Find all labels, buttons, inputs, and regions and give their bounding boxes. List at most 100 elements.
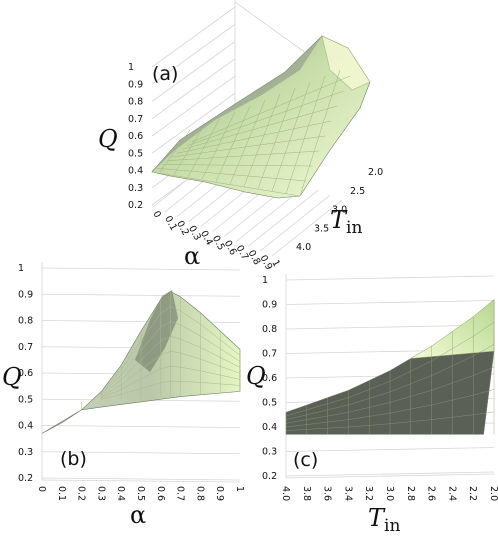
panel-c-mesh-line <box>285 366 495 424</box>
panel-c-z-gridline <box>285 275 495 281</box>
panel-c-bottom-edge <box>285 473 495 479</box>
panel-b-label: (b) <box>60 448 87 470</box>
panel-c-mesh-line <box>285 411 495 431</box>
panel-a-z-tick: 0.5 <box>128 148 143 159</box>
panel-a-z-tick: 0.6 <box>128 131 143 142</box>
panel-b-q-label: Q <box>2 363 22 391</box>
panel-a-mesh-line <box>156 168 307 182</box>
panel-a-z-tick: 0.7 <box>128 114 143 125</box>
panel-b-z-tick: 0.2 <box>18 473 33 484</box>
panel-b-alpha-tick: 0.3 <box>95 486 106 501</box>
panel-c-z-tick: 0.3 <box>262 447 277 458</box>
panel-a-mesh-line <box>191 75 351 143</box>
panel-c-mesh-line <box>285 344 495 420</box>
panel-a-t-ticks: 2.02.53.03.54.0 <box>296 167 383 253</box>
panel-b-z-ticks: 0.2 0.3 0.4 0.5 0.6 0.7 0.8 0.9 1 <box>18 263 33 484</box>
panel-a-t-tick: 3.0 <box>332 205 347 216</box>
panel-c-z-tick: 0.6 <box>262 373 277 384</box>
panel-c-t-main: T <box>368 504 386 532</box>
panel-a-q-label: Q <box>98 125 118 153</box>
panel-b-z-tick: 0.6 <box>18 368 33 379</box>
panel-a-t-tick: 2.0 <box>368 167 383 178</box>
panel-b-alpha-ticks: 0 0.1 0.2 0.3 0.4 0.5 0.6 0.7 0.8 0.9 1 <box>36 486 245 501</box>
panel-c-z-tick: 0.5 <box>262 398 277 409</box>
panel-a-mesh-line <box>151 171 301 197</box>
panel-b-z-gridline <box>41 451 241 455</box>
panel-a-mesh-line <box>271 81 311 192</box>
panel-b-mesh-line <box>101 336 241 396</box>
panel-a-t-sub: in <box>346 218 362 238</box>
panel-a-z-tick: 0.2 <box>128 200 143 211</box>
panel-a-dark-ridge <box>152 36 322 172</box>
panel-c-t-tick: 3.4 <box>342 486 353 501</box>
panel-a-mesh-line <box>215 105 251 182</box>
panel-b-mesh-line <box>101 351 241 397</box>
panel-b-z-tick: 0.7 <box>18 342 33 353</box>
panel-c-t-tick: 2.2 <box>467 486 478 501</box>
panel-b-z-tick: 0.9 <box>18 289 33 300</box>
panel-c-mesh-line <box>285 389 495 428</box>
panel-b-mesh-line <box>101 321 241 395</box>
panel-b-alpha-tick: 0.5 <box>135 486 146 501</box>
panel-c-t-tick: 3.8 <box>301 486 312 501</box>
panel-a-alpha-ticks: 0 0.10.20.30.40.50.60.70.80.91 <box>150 209 282 272</box>
panel-b-alpha-label: α <box>130 501 146 529</box>
panel-b-alpha-tick: 0.7 <box>175 486 186 501</box>
panel-a-t-tick: 2.5 <box>350 186 365 197</box>
panel-a-alpha-gridline <box>271 199 343 257</box>
panel-c-z-gridline <box>285 447 495 452</box>
panel-a-z-gridline <box>151 6 236 68</box>
panel-c-z-tick: 1 <box>262 275 268 286</box>
panel-a-z-gridline <box>151 23 236 85</box>
panel-c-z-gridline <box>285 471 495 477</box>
panel-c-t-tick: 3.2 <box>363 486 374 501</box>
panel-a-mesh-line <box>176 120 332 154</box>
panel-a-mesh <box>151 69 351 197</box>
panel-b-z-gridline <box>41 425 241 428</box>
panel-c-z-gridline <box>285 300 495 305</box>
panel-a-t-tick: 3.5 <box>314 223 329 234</box>
panel-a-z-gridline <box>151 92 236 154</box>
panel-b-mesh-line <box>101 380 241 400</box>
panel-b-z-tick: 0.8 <box>18 316 33 327</box>
panel-a-z-gridline <box>151 41 236 102</box>
panel-a-mesh-line <box>159 129 191 173</box>
panel-a-z-tick: 0.3 <box>128 183 143 194</box>
panel-c-t-tick: 4.0 <box>280 486 291 501</box>
panel-c-z-tick: 0.7 <box>262 349 277 360</box>
panel-b-mesh-line <box>101 306 241 393</box>
panel-b: 0.20.30.40.50.60.70.80.91 0 0.1 0.2 0.3 0.4 0… <box>2 262 245 529</box>
panel-a-t-main: T <box>330 206 348 234</box>
panel-c-mesh-line <box>285 321 495 417</box>
panel-c-z-tick: 0.8 <box>262 324 277 335</box>
panel-b-z-gridline <box>41 267 241 271</box>
panel-b-alpha-tick: 0.9 <box>214 486 225 501</box>
panel-a-alpha-gridline <box>247 189 319 247</box>
panel-c-mesh <box>285 299 495 435</box>
panel-b-alpha-tick: 1 <box>234 486 245 492</box>
panel-c-label: (c) <box>293 449 318 471</box>
panel-b-z-tick: 0.4 <box>18 421 33 432</box>
panel-b-bottom-edge <box>41 479 241 483</box>
panel-b-z-gridline <box>41 293 241 297</box>
panel-c-t-tick: 2.0 <box>488 486 498 501</box>
panel-a-mesh-line <box>285 75 326 194</box>
panel-a-mesh-line <box>257 87 296 189</box>
panel-a-z-gridline <box>151 75 236 137</box>
panel-c-z-gridline <box>285 324 495 330</box>
panel-a-mesh-line <box>171 135 326 158</box>
panel-c-t-ticks: 4.0 3.8 3.6 3.4 3.2 3.0 2.8 2.6 2.4 2.2 2.0 <box>280 486 498 501</box>
panel-a-t-label: Tin <box>330 206 362 238</box>
panel-a-mesh-line <box>186 90 344 146</box>
panel-b-alpha-tick: 0.8 <box>194 486 205 501</box>
panel-a-z-gridline <box>151 58 236 120</box>
panel-a-back-sheet <box>321 35 371 91</box>
panel-a-alpha-gridline <box>259 194 331 252</box>
panel-a-mesh-line <box>181 105 338 150</box>
panel-a-alpha-label: α <box>184 242 200 270</box>
panel-a-mesh-line <box>173 123 206 175</box>
panel-a: 0.20.30.40.50.60.70.80.91 0 0.10.20.30.40… <box>98 0 383 272</box>
panel-c-t-tick: 2.6 <box>426 486 437 501</box>
panel-c-t-tick: 2.8 <box>405 486 416 501</box>
